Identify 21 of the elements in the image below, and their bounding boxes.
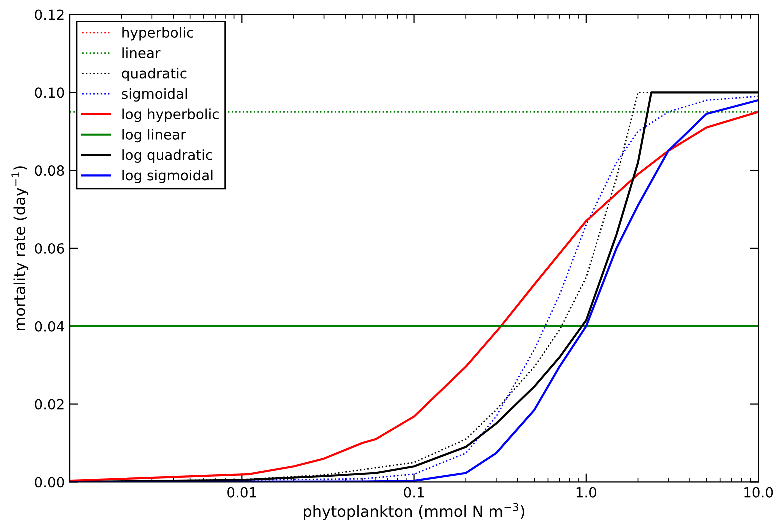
x-axis-title: phytoplankton (mmol N m$^{−3}$) [304,503,524,520]
x-tick-label: 0.01 [228,487,256,498]
legend-label: log quadratic [122,150,212,164]
y-tick-label: 0.12 [35,10,64,20]
legend-label: linear [122,48,161,58]
y-tick-label: 0.10 [35,88,64,98]
x-tick-label: 1.0 [576,487,597,498]
y-tick-label: 0.04 [35,321,64,332]
y-tick-label: 0.02 [35,399,64,410]
y-tick-label: 0.00 [35,477,64,488]
y-tick-label: 0.08 [35,166,64,176]
x-tick-label: 0.1 [404,487,424,498]
legend-label: log sigmoidal [122,170,213,184]
legend-label: sigmoidal [122,88,188,102]
y-axis-title: mortality rate (day$^{−1}$) [12,166,29,330]
legend-label: quadratic [122,68,187,82]
legend-label: log linear [122,129,186,143]
y-tick-label: 0.06 [35,243,64,254]
x-tick-label: 10.0 [744,487,774,498]
legend-label: log hyperbolic [122,108,219,122]
legend-label: hyperbolic [122,27,194,41]
